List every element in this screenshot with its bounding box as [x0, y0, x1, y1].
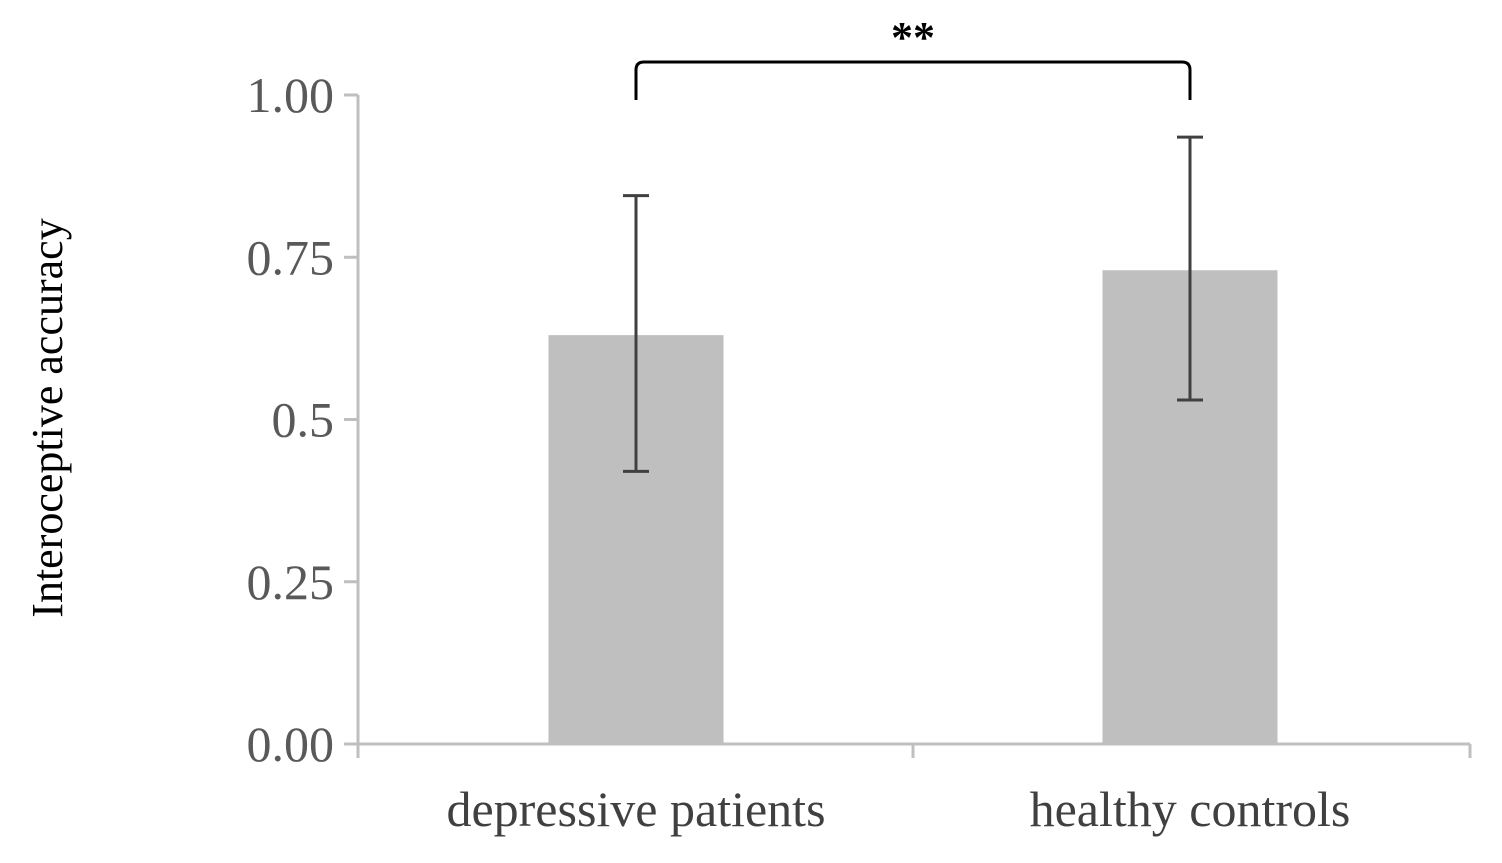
x-category-label: healthy controls	[1030, 781, 1351, 837]
error-bars-layer	[623, 135, 1203, 473]
significance-bracket-line	[634, 60, 1192, 100]
y-tick-label: 0.25	[247, 554, 335, 610]
y-ticks-layer: 0.00 0.25 0.5 0.75 1.00	[247, 67, 358, 772]
y-tick-label: 0.5	[272, 392, 335, 448]
error-bar-depressive-patients	[623, 194, 649, 473]
y-tick-label: 1.00	[247, 67, 335, 123]
error-bar-healthy-controls	[1177, 135, 1203, 402]
significance-bracket: **	[634, 13, 1192, 100]
axes-layer	[356, 95, 1472, 758]
y-tick-label: 0.00	[247, 716, 335, 772]
bars-layer	[548, 270, 1278, 744]
y-tick-label: 0.75	[247, 229, 335, 285]
significance-label: **	[891, 13, 935, 62]
y-axis-title: Interoceptive accuracy	[23, 218, 72, 617]
x-categories-layer: depressive patients healthy controls	[446, 781, 1350, 837]
x-category-label: depressive patients	[446, 781, 825, 837]
